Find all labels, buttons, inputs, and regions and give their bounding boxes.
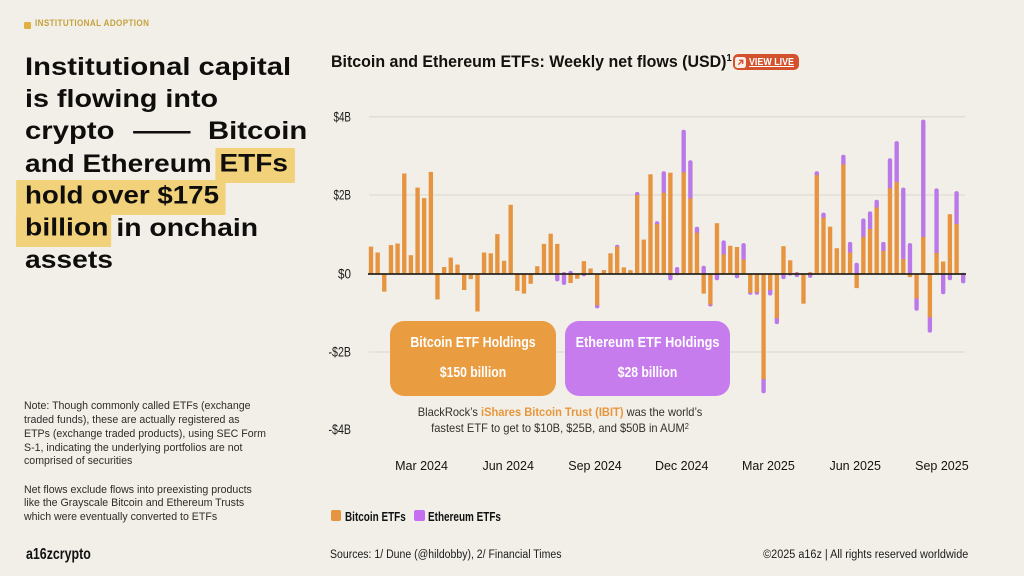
svg-text:-$4B: -$4B [329,422,352,437]
svg-text:Jun 2025: Jun 2025 [829,459,880,473]
svg-text:Mar 2025: Mar 2025 [742,459,795,473]
svg-text:Mar 2024: Mar 2024 [395,459,448,473]
svg-text:Sep 2025: Sep 2025 [915,459,969,473]
svg-text:Sep 2024: Sep 2024 [568,459,622,473]
svg-text:$2B: $2B [334,188,352,203]
svg-text:Jun 2024: Jun 2024 [482,459,533,473]
svg-text:$0: $0 [338,267,351,282]
svg-text:$4B: $4B [334,110,352,125]
svg-text:Dec 2024: Dec 2024 [655,459,709,473]
svg-text:-$2B: -$2B [329,345,352,360]
